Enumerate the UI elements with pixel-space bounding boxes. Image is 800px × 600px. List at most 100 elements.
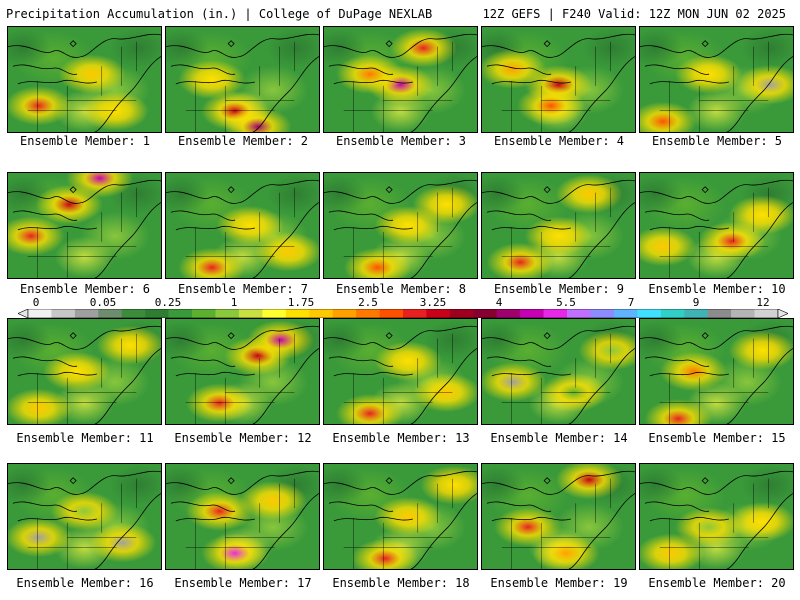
colorbar-tick-label: 0 [32,296,40,309]
precip-map [324,464,477,569]
ensemble-member-label: Ensemble Member: 15 [648,431,786,445]
precip-maximum [178,247,246,278]
precip-map [482,464,635,569]
colorbar-swatch [707,309,732,318]
station-marker-icon [543,332,551,340]
precip-maximum [336,393,404,424]
colorbar-swatch [356,309,380,318]
precip-maximum [185,383,254,423]
precip-maximum [728,502,793,542]
precip-maximum [216,205,284,246]
colorbar-swatch [520,309,544,318]
ensemble-member-label: Ensemble Member: 18 [332,576,470,590]
ensemble-member-label: Ensemble Member: 7 [177,282,309,296]
precip-maximum [555,464,623,500]
station-marker-icon [385,186,393,194]
station-marker-icon [543,477,551,485]
station-marker-icon [69,332,77,340]
station-marker-icon [543,40,551,48]
ensemble-member-label: Ensemble Member: 17 [174,576,312,590]
precip-map [8,319,161,424]
precip-maximum [89,523,157,563]
colorbar-swatch [379,309,404,318]
precip-colorbar: 0 0.05 0.25 1 1.75 2.5 3.25 4 5.5 7 9 12 [18,296,788,322]
ensemble-map-panel [639,26,794,133]
precip-maximum [66,173,134,198]
precip-map [8,464,161,569]
colorbar-swatch [613,309,638,318]
precip-map [640,464,793,569]
precip-maximum [8,216,65,256]
precip-maximum [81,91,149,131]
precip-maximum [247,320,315,360]
precip-map [166,173,319,278]
station-marker-icon [227,332,235,340]
colorbar-swatch [754,309,779,318]
ensemble-map-panel [481,463,636,570]
ensemble-member-label: Ensemble Member: 12 [174,431,312,445]
colorbar-tick-label: 4 [495,296,503,309]
ensemble-member-label: Ensemble Member: 8 [335,282,467,296]
precip-maximum [659,351,728,392]
precip-maximum [420,465,477,505]
precip-map [8,27,161,132]
colorbar-swatch [684,309,708,318]
colorbar-swatch [332,309,357,318]
ensemble-map-panel [481,172,636,279]
precip-map [166,27,319,132]
precip-maximum [43,351,111,392]
colorbar-swatch [28,309,52,318]
ensemble-map-panel [323,26,478,133]
precip-maximum [736,65,793,105]
ensemble-map-panel [165,172,320,279]
station-marker-icon [701,186,709,194]
ensemble-map-panel [323,463,478,570]
station-marker-icon [385,40,393,48]
station-marker-icon [385,332,393,340]
precip-maximum [728,330,793,371]
colorbar-swatch [660,309,685,318]
ensemble-map-panel [323,318,478,425]
ensemble-member-label: Ensemble Member: 4 [493,134,625,148]
precip-maximum [8,86,73,126]
ensemble-map-panel [639,172,794,279]
precip-maximum [524,216,593,256]
ensemble-map-panel [7,26,162,133]
colorbar-swatch [426,309,451,318]
precip-maximum [224,107,292,132]
precip-maximum [374,496,442,537]
precip-map [482,173,635,278]
precip-maximum [555,174,623,214]
station-marker-icon [227,477,235,485]
run-valid-time: 12Z GEFS | F240 Valid: 12Z MON JUN 02 20… [482,7,786,21]
precip-map [324,319,477,424]
precip-maximum [96,325,161,365]
precip-map [482,27,635,132]
colorbar-tick-label: 1.75 [287,296,315,309]
station-marker-icon [227,40,235,48]
ensemble-member-label: Ensemble Member: 9 [493,282,625,296]
colorbar-tick-label: 1 [230,296,238,309]
precip-maximum [728,195,793,235]
precip-map [640,173,793,278]
colorbar-swatch [309,309,333,318]
ensemble-member-label: Ensemble Member: 16 [16,576,154,590]
colorbar-tick-label: 0.25 [154,296,182,309]
ensemble-member-label: Ensemble Member: 13 [332,431,470,445]
colorbar-swatch [637,309,662,318]
precip-maximum [389,28,458,68]
colorbar-swatch [74,309,99,318]
colorbar-tick-label: 2.5 [358,296,378,309]
colorbar-tick-label: 7 [627,296,635,309]
ensemble-member-label: Ensemble Member: 5 [651,134,783,148]
precip-maximum [640,533,705,569]
precip-maximum [675,507,743,547]
colorbar-min-arrow [18,309,29,318]
colorbar-swatch [543,309,568,318]
precip-maximum [412,184,477,225]
ensemble-member-label: Ensemble Member: 19 [490,576,628,590]
ensemble-map-panel [7,463,162,570]
precip-maximum [486,242,554,278]
ensemble-member-label: Ensemble Member: 14 [490,431,628,445]
ensemble-map-panel [323,172,478,279]
